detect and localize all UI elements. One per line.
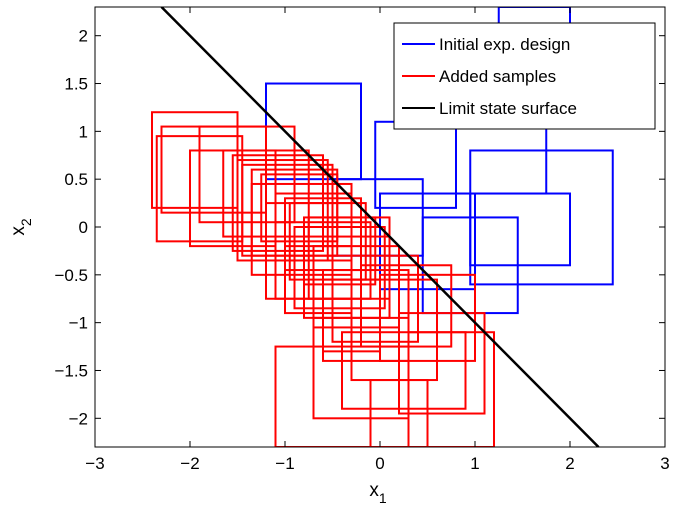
axis-ticks: −3 −2 −1 0 1 2 3 −2 −1.5 −1 −0.5 0 0.5 1 1.5 2 (54, 7, 670, 473)
y-tick-label: 2 (79, 27, 88, 46)
added-samples-box-1 (160, 125, 267, 214)
x-tick-label: 0 (375, 454, 384, 473)
y-axis-label: x2 (8, 218, 34, 236)
added-samples-box-24 (307, 216, 391, 300)
x-tick-label: 1 (470, 454, 479, 473)
y-tick-label: 1.5 (64, 75, 88, 94)
added-samples-box-27 (341, 331, 467, 410)
legend-box (393, 22, 656, 130)
added-samples-box-18 (293, 226, 386, 310)
x-axis-label-main: x (369, 480, 379, 501)
x-tick-label: −1 (275, 454, 294, 473)
added-samples-box-34 (284, 245, 353, 315)
added-samples-box-20 (312, 245, 400, 329)
legend-label-1: Added samples (439, 67, 556, 86)
added-samples-box-31 (407, 331, 495, 447)
initial-exp-design-box-1 (432, 0, 484, 2)
y-axis-label-main: x (8, 226, 29, 236)
added-samples-box-23 (350, 278, 438, 382)
x-axis-label-sub: 1 (379, 490, 387, 506)
initial-exp-design-box-10 (379, 192, 476, 291)
y-axis-label-sub: 2 (18, 218, 34, 226)
y-tick-label: −2 (69, 409, 88, 428)
added-samples-box-30 (398, 312, 486, 415)
x-axis-label: x1 (369, 480, 387, 506)
x-tick-label: 3 (660, 454, 669, 473)
plot-area (151, 0, 614, 447)
added-samples-box-19 (303, 235, 391, 319)
initial-exp-design-box-4 (374, 120, 457, 209)
y-tick-label: 1 (79, 122, 88, 141)
legend-label-0: Initial exp. design (439, 35, 570, 54)
y-tick-label: −1 (69, 314, 88, 333)
y-tick-label: −1.5 (54, 361, 88, 380)
added-samples-box-10 (260, 173, 339, 243)
limit-state-surface-line (160, 7, 600, 447)
y-tick-label: −0.5 (54, 266, 88, 285)
x-tick-label: −3 (85, 454, 104, 473)
x-tick-label: −2 (180, 454, 199, 473)
added-samples-box-33 (369, 379, 429, 447)
initial-exp-design-box-9 (469, 192, 571, 267)
legend: Initial exp. design Added samples Limit st… (393, 22, 656, 130)
y-tick-label: 0.5 (64, 170, 88, 189)
legend-label-2: Limit state surface (439, 99, 577, 118)
y-tick-label: 0 (79, 218, 88, 237)
x-tick-label: 2 (565, 454, 574, 473)
